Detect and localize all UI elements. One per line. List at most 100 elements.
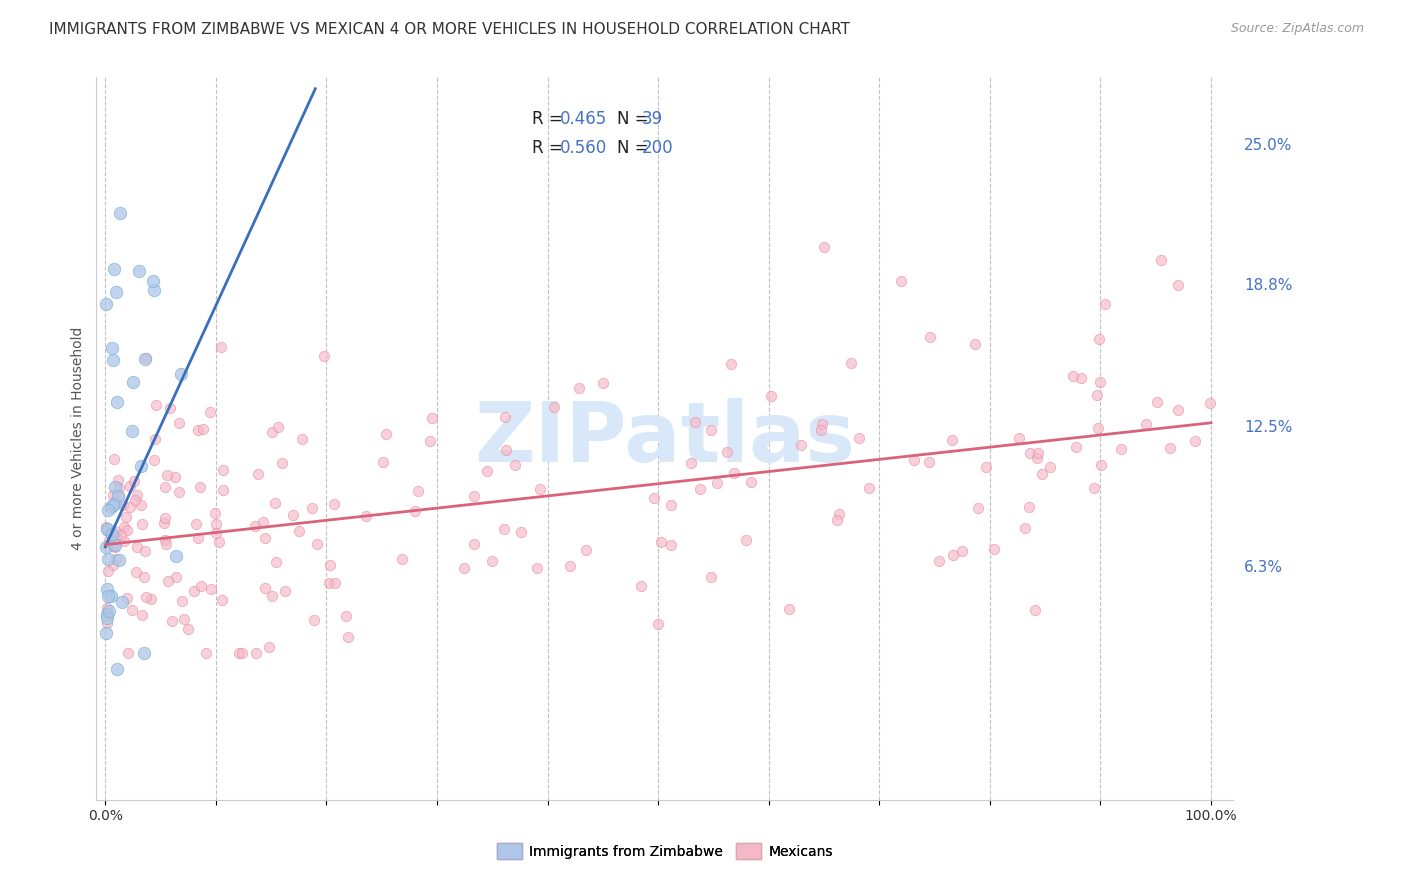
Point — [1007, 431, 1029, 445]
Point — [941, 434, 963, 448]
Point — [903, 453, 925, 467]
Point — [307, 537, 329, 551]
Point — [302, 613, 325, 627]
Point — [1088, 376, 1111, 390]
Point — [274, 583, 297, 598]
Point — [647, 616, 669, 631]
Point — [96, 611, 118, 625]
Point — [131, 516, 153, 531]
Point — [354, 508, 377, 523]
Point — [122, 475, 145, 489]
Point — [706, 475, 728, 490]
Point — [291, 432, 314, 446]
Point — [124, 493, 146, 508]
Point — [950, 543, 973, 558]
Point — [104, 524, 127, 539]
Point — [259, 640, 281, 654]
Point — [128, 264, 150, 278]
Point — [121, 424, 143, 438]
Point — [404, 504, 426, 518]
Point — [1159, 441, 1181, 455]
Point — [153, 480, 176, 494]
Point — [108, 490, 131, 504]
Point — [848, 431, 870, 445]
Point — [260, 425, 283, 439]
Point — [543, 401, 565, 415]
Text: 18.8%: 18.8% — [1244, 277, 1292, 293]
Point — [1039, 460, 1062, 475]
Point — [153, 516, 176, 530]
Point — [156, 574, 179, 588]
Point — [1026, 451, 1049, 466]
Point — [716, 445, 738, 459]
Point — [337, 630, 360, 644]
Point — [509, 525, 531, 540]
Point — [204, 507, 226, 521]
Point — [1085, 388, 1108, 402]
Point — [101, 341, 124, 355]
Point — [104, 480, 127, 494]
Point — [184, 516, 207, 531]
Point — [650, 534, 672, 549]
Point — [134, 352, 156, 367]
Point — [1062, 368, 1084, 383]
Point — [129, 458, 152, 473]
Point — [1109, 442, 1132, 457]
Text: 0.465: 0.465 — [560, 110, 607, 128]
Point — [391, 552, 413, 566]
Point — [1018, 445, 1040, 459]
Point — [494, 522, 516, 536]
Point — [281, 508, 304, 523]
Point — [205, 516, 228, 531]
Point — [1090, 458, 1112, 472]
Point — [173, 612, 195, 626]
Point — [155, 536, 177, 550]
Point — [254, 581, 277, 595]
Point — [121, 603, 143, 617]
Point — [110, 528, 132, 542]
Point — [1167, 278, 1189, 293]
Point — [115, 591, 138, 605]
Point — [920, 330, 942, 344]
Point — [96, 607, 118, 622]
Point — [134, 544, 156, 558]
Point — [1199, 396, 1222, 410]
Text: N =: N = — [617, 139, 654, 157]
Point — [231, 646, 253, 660]
Point — [740, 475, 762, 489]
Point — [406, 484, 429, 499]
Point — [252, 515, 274, 529]
Point — [96, 616, 118, 631]
Point — [101, 352, 124, 367]
Point — [228, 646, 250, 660]
Point — [191, 422, 214, 436]
Point — [96, 540, 118, 554]
Point — [322, 497, 344, 511]
Point — [186, 423, 208, 437]
Point — [526, 561, 548, 575]
Point — [97, 502, 120, 516]
Point — [575, 542, 598, 557]
Point — [260, 589, 283, 603]
Point — [288, 524, 311, 538]
Point — [700, 423, 723, 437]
Point — [112, 520, 135, 534]
Point — [97, 603, 120, 617]
Point — [142, 274, 165, 288]
Point — [1087, 421, 1109, 435]
Text: 12.5%: 12.5% — [1244, 420, 1292, 434]
Point — [503, 458, 526, 473]
Point — [1026, 445, 1049, 459]
Point — [100, 500, 122, 514]
Point — [159, 401, 181, 415]
Point — [198, 405, 221, 419]
Point — [1150, 252, 1173, 267]
Point — [659, 538, 682, 552]
Point — [97, 565, 120, 579]
Point — [194, 646, 217, 660]
Text: R =: R = — [531, 139, 568, 157]
Point — [125, 565, 148, 579]
Point — [1031, 467, 1053, 481]
Point — [96, 297, 118, 311]
Text: IMMIGRANTS FROM ZIMBABWE VS MEXICAN 4 OR MORE VEHICLES IN HOUSEHOLD CORRELATION : IMMIGRANTS FROM ZIMBABWE VS MEXICAN 4 OR… — [49, 22, 851, 37]
